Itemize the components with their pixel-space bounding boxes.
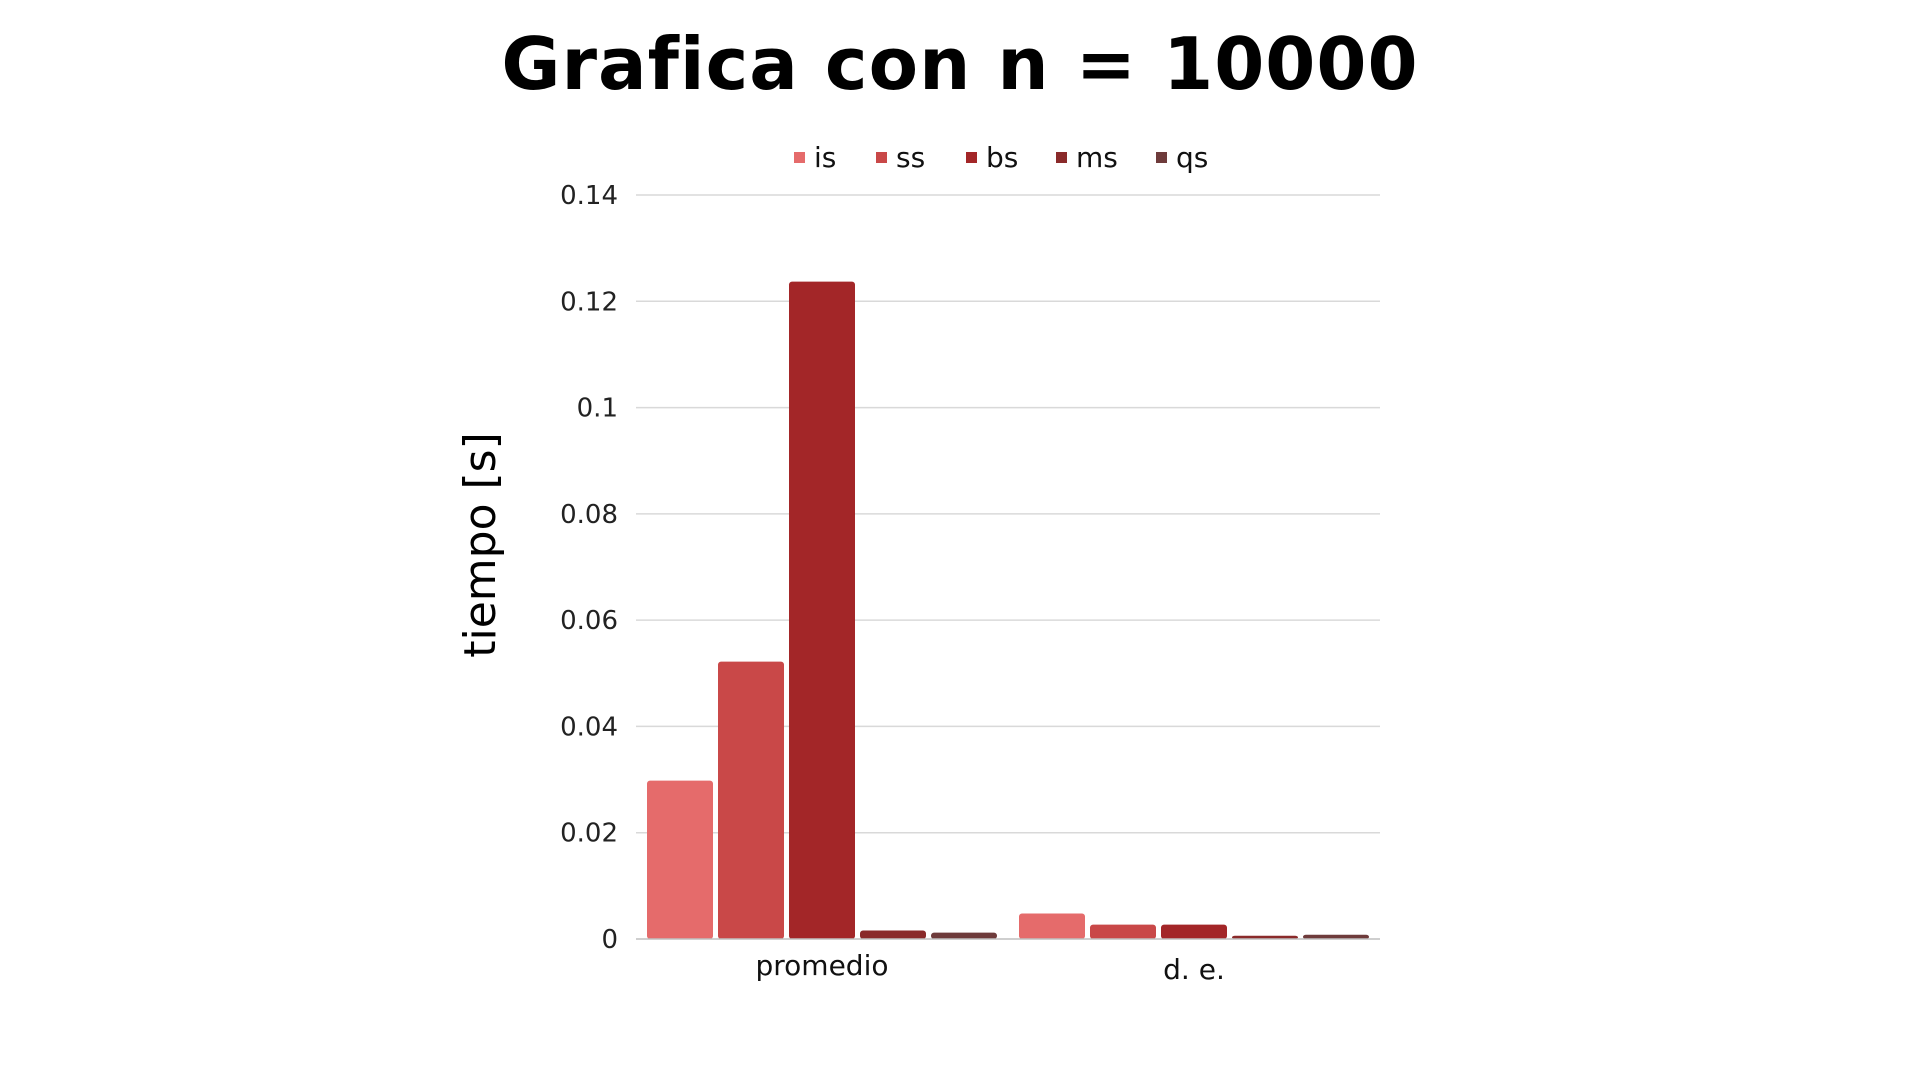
legend-label-qs: qs: [1176, 141, 1208, 174]
legend-swatch-ms: [1056, 152, 1067, 163]
y-tick-label: 0.14: [560, 181, 618, 211]
legend-label-ms: ms: [1076, 141, 1118, 174]
legend-label-is: is: [814, 141, 836, 174]
y-axis-ticks: 0 0.02 0.04 0.06 0.08 0.1 0.12 0.14: [560, 181, 618, 955]
y-tick-label: 0.12: [560, 287, 618, 317]
x-category-label: promedio: [756, 949, 889, 982]
y-tick-label: 0: [601, 925, 618, 955]
x-axis-categories: promedio d. e.: [756, 949, 1225, 986]
y-tick-label: 0.02: [560, 819, 618, 849]
legend-swatch-is: [794, 152, 805, 163]
legend-swatch-qs: [1156, 152, 1167, 163]
y-tick-label: 0.06: [560, 606, 618, 636]
chart-title: Grafica con n = 10000: [501, 22, 1419, 106]
bar-is-promedio: [647, 780, 713, 939]
y-tick-label: 0.04: [560, 712, 618, 742]
bar-qs-promedio: [931, 932, 997, 939]
legend-swatch-bs: [966, 152, 977, 163]
bar-bs-promedio: [789, 281, 855, 939]
bar-ms-de: [1232, 935, 1298, 939]
legend-label-ss: ss: [896, 141, 925, 174]
bar-ss-de: [1090, 924, 1156, 939]
y-axis-title: tiempo [s]: [455, 432, 506, 658]
legend-label-bs: bs: [986, 141, 1018, 174]
bar-is-de: [1019, 913, 1085, 939]
bar-ss-promedio: [718, 661, 784, 939]
bar-bs-de: [1161, 924, 1227, 939]
bars: [647, 281, 1369, 939]
legend-swatch-ss: [876, 152, 887, 163]
x-category-label: d. e.: [1163, 953, 1225, 986]
legend: is ss bs ms qs: [794, 141, 1208, 174]
y-tick-label: 0.1: [577, 394, 618, 424]
bar-qs-de: [1303, 934, 1369, 939]
y-tick-label: 0.08: [560, 500, 618, 530]
bar-ms-promedio: [860, 930, 926, 939]
